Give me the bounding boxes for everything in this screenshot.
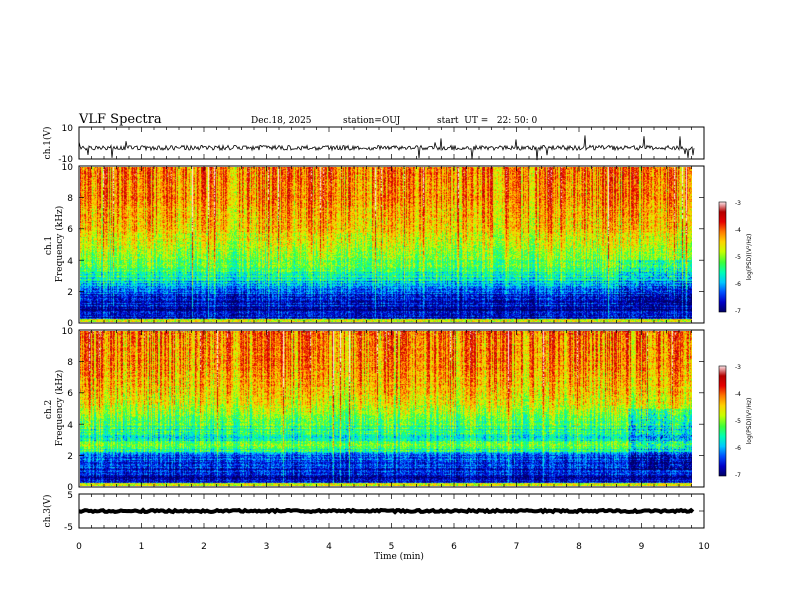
ch3-waveform-ticks bbox=[78, 494, 705, 528]
ch1-ytick-top: 10 bbox=[62, 124, 74, 134]
ch2-spectrogram-canvas-wrap bbox=[80, 331, 692, 486]
ch2-ytick-2: 2 bbox=[67, 452, 73, 462]
ch1-ytick-bottom: -10 bbox=[58, 155, 73, 165]
cb1-label--7: -7 bbox=[735, 308, 741, 315]
colorbar-ch1-bar bbox=[718, 201, 727, 313]
ch1-ytick-0: 0 bbox=[67, 319, 73, 329]
ch1-ylabel-channel: ch.1 bbox=[44, 236, 54, 255]
ch1-spectrogram-heatmap bbox=[80, 167, 692, 322]
ch1-ytick-4: 4 bbox=[67, 257, 73, 267]
ch3-waveform-ylabel: ch.3(V) bbox=[42, 495, 53, 528]
xtick-8: 8 bbox=[576, 542, 582, 552]
panel-ch1-spectrogram: 0 2 4 6 8 10 ch.1 Frequency (kHz) bbox=[44, 163, 705, 329]
panel-ch3-waveform: 5 -5 ch.3(V) 0 1 2 3 4 5 6 7 8 9 10 Time… bbox=[42, 491, 710, 562]
ch1-waveform-ylabel: ch.1(V) bbox=[42, 127, 53, 160]
xtick-5: 5 bbox=[389, 542, 395, 552]
ch1-ylabel-frequency: Frequency (kHz) bbox=[54, 206, 65, 283]
ch3-ytick-top: 5 bbox=[67, 491, 73, 501]
cb1-label--4: -4 bbox=[735, 227, 741, 234]
ch3-ytick-bottom: -5 bbox=[64, 523, 73, 533]
panel-ch2-spectrogram: 0 2 4 6 8 10 ch.2 Frequency (kHz) bbox=[44, 327, 705, 493]
xtick-0: 0 bbox=[76, 542, 82, 552]
cb2-title: log(PSD)(V²/Hz) bbox=[746, 398, 753, 445]
figure-title: VLF Spectra bbox=[78, 112, 162, 127]
ch2-ytick-8: 8 bbox=[67, 358, 73, 368]
ch2-ytick-10: 10 bbox=[62, 327, 74, 337]
ch2-ytick-6: 6 bbox=[67, 389, 73, 399]
ch1-ytick-8: 8 bbox=[67, 194, 73, 204]
colorbar-ch2: -3 -4 -5 -6 -7 log(PSD)(V²/Hz) bbox=[718, 364, 753, 479]
xtick-3: 3 bbox=[264, 542, 270, 552]
cb2-label--3: -3 bbox=[735, 364, 741, 371]
cb2-label--6: -6 bbox=[735, 445, 741, 452]
xtick-10: 10 bbox=[698, 542, 710, 552]
ch2-spectrogram-heatmap bbox=[80, 331, 692, 486]
cb1-title: log(PSD)(V²/Hz) bbox=[746, 234, 753, 281]
ch1-waveform-ticks bbox=[78, 127, 705, 159]
xtick-2: 2 bbox=[201, 542, 207, 552]
ch1-ytick-2: 2 bbox=[67, 288, 73, 298]
cb2-label--7: -7 bbox=[735, 472, 741, 479]
cb1-label--5: -5 bbox=[735, 254, 741, 261]
cb2-label--5: -5 bbox=[735, 418, 741, 425]
colorbar-ch1: -3 -4 -5 -6 -7 log(PSD)(V²/Hz) bbox=[718, 200, 753, 315]
colorbar-ch2-bar bbox=[718, 365, 727, 477]
ch1-spectrogram-ylabel: ch.1 Frequency (kHz) bbox=[44, 206, 65, 283]
cb2-label--4: -4 bbox=[735, 391, 741, 398]
ch1-spectrogram-canvas-wrap bbox=[80, 167, 692, 322]
ch3-waveform-line bbox=[78, 507, 695, 515]
ch2-spectrogram-ticks bbox=[78, 329, 705, 488]
ch2-spectrogram-ylabel: ch.2 Frequency (kHz) bbox=[44, 370, 65, 447]
header-date: Dec.18, 2025 bbox=[251, 116, 312, 126]
panel-ch1-waveform: 10 -10 ch.1(V) bbox=[42, 124, 705, 165]
xtick-1: 1 bbox=[139, 542, 145, 552]
ch1-waveform-line bbox=[78, 135, 695, 161]
cb1-label--6: -6 bbox=[735, 281, 741, 288]
ch1-ytick-10: 10 bbox=[62, 163, 74, 173]
cb1-label--3: -3 bbox=[735, 200, 741, 207]
xtick-4: 4 bbox=[326, 542, 332, 552]
ch2-ylabel-channel: ch.2 bbox=[44, 400, 54, 419]
header-start-time: start UT = 22: 50: 0 bbox=[437, 116, 538, 126]
header-station: station=OUJ bbox=[343, 116, 401, 126]
xtick-6: 6 bbox=[451, 542, 457, 552]
ch2-ylabel-frequency: Frequency (kHz) bbox=[54, 370, 65, 447]
ch2-ytick-4: 4 bbox=[67, 421, 73, 431]
ch1-ytick-6: 6 bbox=[67, 225, 73, 235]
x-axis-label: Time (min) bbox=[374, 551, 424, 562]
xtick-9: 9 bbox=[639, 542, 645, 552]
ch2-ytick-0: 0 bbox=[67, 483, 73, 493]
ch1-spectrogram-ticks bbox=[78, 165, 705, 324]
xtick-7: 7 bbox=[514, 542, 520, 552]
